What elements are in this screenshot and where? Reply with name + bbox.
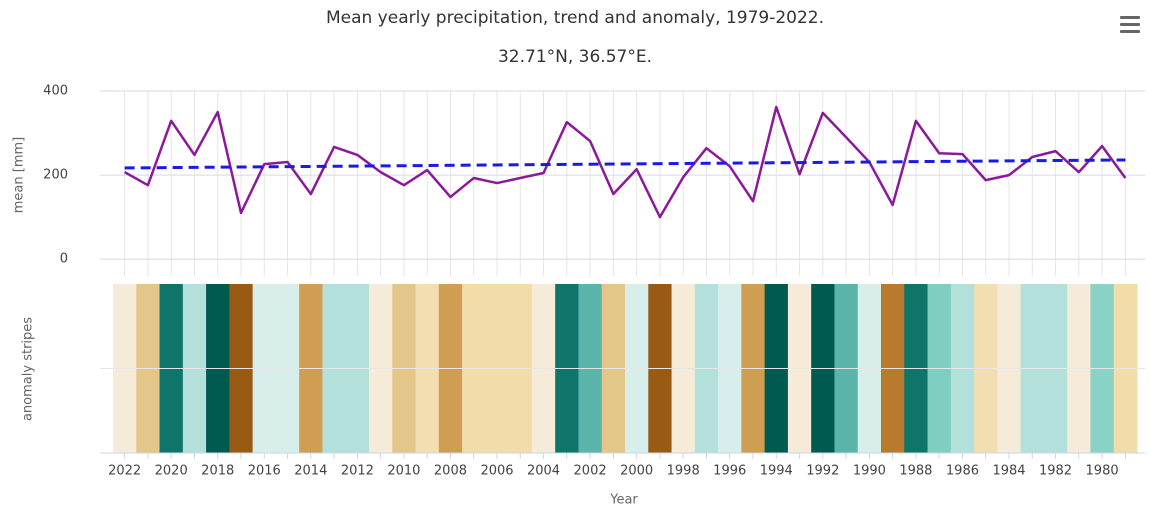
x-tick-label: 1986 bbox=[946, 464, 979, 479]
x-tick-label: 2022 bbox=[108, 464, 141, 479]
x-tick-label: 2006 bbox=[480, 464, 513, 479]
x-tick-label: 1984 bbox=[992, 464, 1025, 479]
y-tick-label: 200 bbox=[43, 168, 68, 183]
x-tick-label: 1980 bbox=[1086, 464, 1119, 479]
x-tick-label: 2012 bbox=[341, 464, 374, 479]
x-tick-label: 1994 bbox=[760, 464, 793, 479]
x-tick-label: 2002 bbox=[574, 464, 607, 479]
x-tick-label: 1988 bbox=[899, 464, 932, 479]
chart-subtitle: 32.71°N, 36.57°E. bbox=[498, 47, 652, 67]
x-tick-label: 1982 bbox=[1039, 464, 1072, 479]
x-tick-label: 2016 bbox=[248, 464, 281, 479]
x-axis-title: Year bbox=[609, 493, 638, 508]
x-tick-label: 2018 bbox=[201, 464, 234, 479]
trend-line bbox=[124, 158, 1126, 170]
y-tick-label: 0 bbox=[60, 252, 68, 267]
x-tick-label: 2008 bbox=[434, 464, 467, 479]
x-tick-label: 2020 bbox=[155, 464, 188, 479]
x-tick-label: 1996 bbox=[713, 464, 746, 479]
x-tick-label: 1992 bbox=[806, 464, 839, 479]
menu-button[interactable] bbox=[1118, 14, 1142, 36]
x-tick-label: 2014 bbox=[294, 464, 327, 479]
y-tick-label: 400 bbox=[43, 84, 68, 99]
chart-title: Mean yearly precipitation, trend and ano… bbox=[326, 8, 824, 28]
stripes-axis-title: anomaly stripes bbox=[21, 317, 36, 421]
x-tick-label: 1998 bbox=[667, 464, 700, 479]
x-tick-label: 2010 bbox=[387, 464, 420, 479]
x-tick-label: 1990 bbox=[853, 464, 886, 479]
x-tick-label: 2004 bbox=[527, 464, 560, 479]
y-axis-title: mean [mm] bbox=[12, 137, 27, 213]
x-tick-label: 2000 bbox=[620, 464, 653, 479]
